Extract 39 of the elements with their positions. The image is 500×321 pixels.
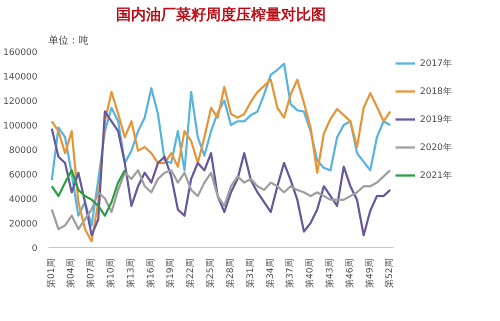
x-tick-label: 第46周 xyxy=(344,258,356,288)
line-series xyxy=(50,169,392,230)
x-tick-label: 第04周 xyxy=(66,258,77,288)
x-tick-label: 第19周 xyxy=(165,258,176,288)
x-tick-label: 第10周 xyxy=(106,258,117,288)
x-tick-label: 第28周 xyxy=(224,258,236,288)
chart-title: 国内油厂菜籽周度压榨量对比图 xyxy=(116,6,326,24)
x-tick-label: 第13周 xyxy=(125,258,136,288)
y-tick-label: 0 xyxy=(32,244,38,254)
x-tick-label: 第01周 xyxy=(46,258,57,288)
legend-label: 2019年 xyxy=(420,114,452,126)
line-series xyxy=(50,78,392,242)
line-series xyxy=(50,110,392,236)
y-tick-label: 80000 xyxy=(8,146,38,156)
line-series xyxy=(50,169,126,217)
x-tick-label: 第43周 xyxy=(324,258,336,288)
y-tick-label: 40000 xyxy=(8,195,38,205)
line-series xyxy=(50,62,392,227)
x-tick-label: 第07周 xyxy=(86,258,97,288)
x-tick-label: 第22周 xyxy=(185,258,196,288)
legend-label: 2020年 xyxy=(420,142,452,154)
y-tick-label: 160000 xyxy=(3,48,38,58)
x-tick-label: 第40周 xyxy=(304,258,316,288)
y-tick-label: 60000 xyxy=(8,170,38,180)
x-tick-label: 第25周 xyxy=(205,258,216,288)
y-tick-label: 100000 xyxy=(3,122,38,132)
y-tick-label: 120000 xyxy=(3,97,38,107)
x-tick-label: 第52周 xyxy=(384,258,396,288)
legend-label: 2021年 xyxy=(420,170,452,182)
y-tick-label: 20000 xyxy=(8,220,38,230)
legend-label: 2018年 xyxy=(420,86,452,98)
x-tick-label: 第37周 xyxy=(284,258,296,288)
x-tick-label: 第49周 xyxy=(364,258,376,288)
y-axis-title: 单位：吨 xyxy=(48,34,88,46)
x-tick-label: 第34周 xyxy=(264,258,276,288)
x-tick-label: 第16周 xyxy=(145,258,156,288)
legend-label: 2017年 xyxy=(420,58,452,70)
x-tick-label: 第31周 xyxy=(244,258,256,288)
y-tick-label: 140000 xyxy=(3,72,38,82)
